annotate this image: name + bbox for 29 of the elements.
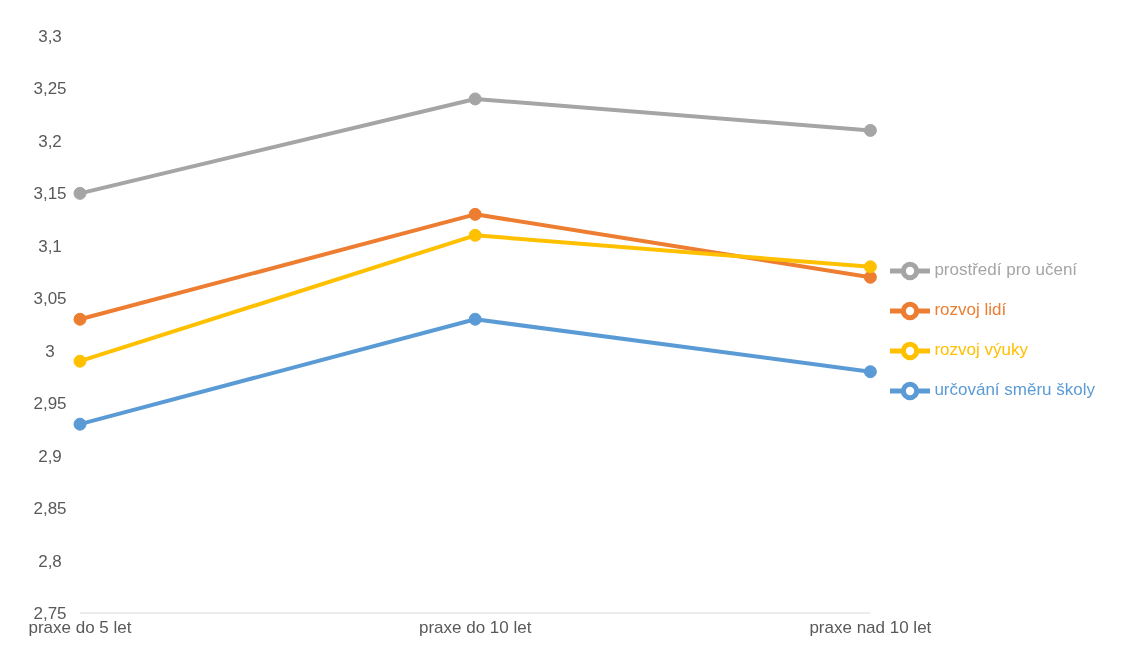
y-tick-label: 2,8 [38,551,62,571]
point [863,260,877,274]
y-tick-label: 3,2 [38,131,62,151]
point [863,365,877,379]
legend-label: prostředí pro učení [934,259,1078,279]
y-tick-label: 3,15 [33,184,67,204]
x-tick-label: praxe do 10 let [418,618,532,638]
point [73,354,87,368]
y-tick-label: 3,1 [38,236,62,256]
y-tick-label: 3,05 [33,289,67,309]
y-tick-label: 2,85 [33,499,67,519]
point [73,312,87,326]
y-tick-label: 3 [45,341,55,361]
point [468,207,482,221]
legend-label: rozvoj výuky [934,339,1028,359]
x-tick-label: praxe nad 10 let [809,618,932,638]
point [863,270,877,284]
y-tick-label: 3,3 [38,27,62,47]
legend-label: rozvoj lidí [934,299,1007,319]
point [468,92,482,106]
y-tick-label: 2,95 [33,394,67,414]
point [863,123,877,137]
point [468,228,482,242]
point [468,312,482,326]
y-tick-label: 3,25 [33,79,67,99]
point [73,417,87,431]
y-tick-label: 2,9 [38,446,62,466]
point [73,186,87,200]
legend-label: určování směru školy [934,379,1095,399]
